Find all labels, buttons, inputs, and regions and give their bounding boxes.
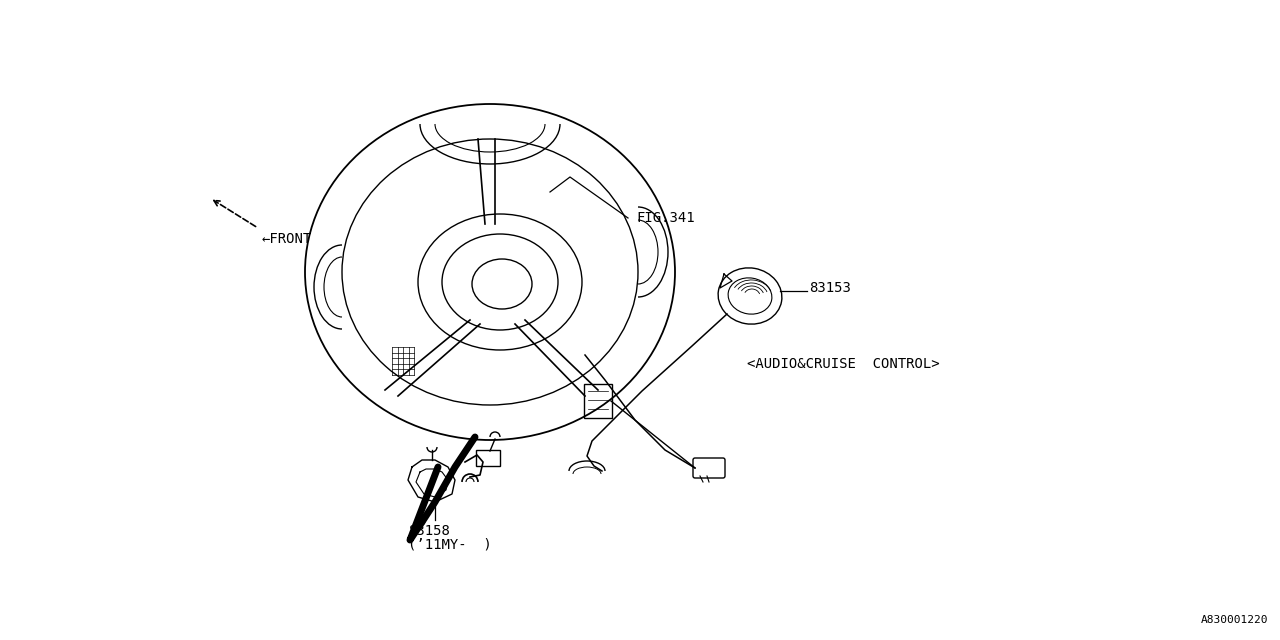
Text: ←FRONT: ←FRONT [262,232,312,246]
Text: A830001220: A830001220 [1201,615,1268,625]
Text: <AUDIO&CRUISE  CONTROL>: <AUDIO&CRUISE CONTROL> [748,357,940,371]
Text: FIG.341: FIG.341 [636,211,695,225]
Text: 83158: 83158 [408,524,449,538]
Text: (’11MY-  ): (’11MY- ) [408,538,492,552]
Text: 83153: 83153 [809,281,851,295]
